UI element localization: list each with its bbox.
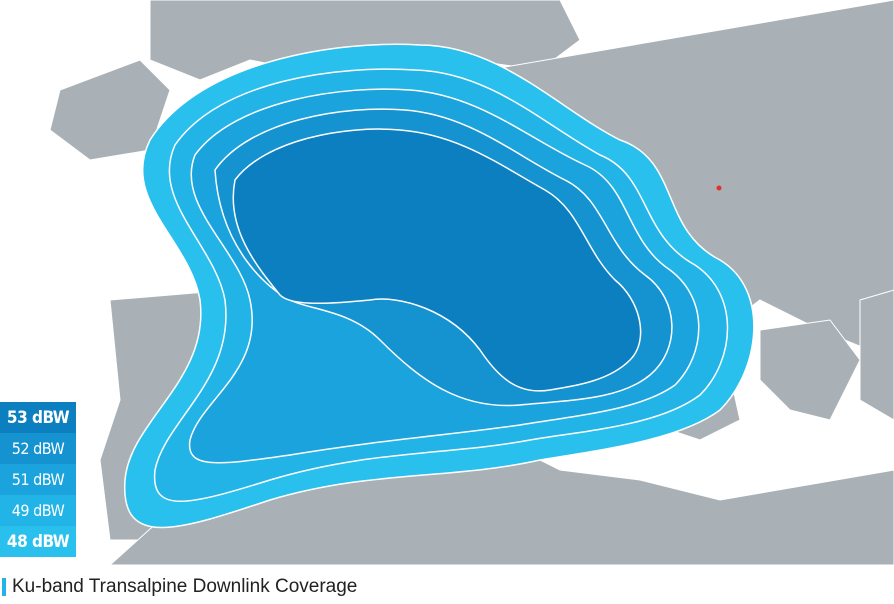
- legend-label: 49 dBW: [11, 501, 65, 520]
- caption-text: Ku-band Transalpine Downlink Coverage: [12, 576, 358, 597]
- legend-label: 48 dBW: [6, 531, 70, 552]
- legend-item-49: 49 dBW: [0, 495, 76, 526]
- land-turkey: [859, 289, 894, 421]
- legend-item-52: 52 dBW: [0, 433, 76, 464]
- legend-label: 51 dBW: [11, 470, 65, 489]
- legend-label: 53 dBW: [6, 407, 70, 428]
- legend-item-53: 53 dBW: [0, 402, 76, 433]
- legend: 53 dBW 52 dBW 51 dBW 49 dBW 48 dBW: [0, 402, 76, 557]
- caption-accent-bar: [2, 578, 6, 596]
- map-caption: Ku-band Transalpine Downlink Coverage: [0, 574, 357, 600]
- legend-label: 52 dBW: [11, 439, 65, 458]
- land-greece: [759, 319, 861, 421]
- legend-item-51: 51 dBW: [0, 464, 76, 495]
- location-marker: [716, 185, 722, 191]
- legend-item-48: 48 dBW: [0, 526, 76, 557]
- contour-53-dbw: [232, 128, 642, 392]
- coverage-contours: [124, 43, 755, 529]
- coverage-map: [50, 0, 894, 565]
